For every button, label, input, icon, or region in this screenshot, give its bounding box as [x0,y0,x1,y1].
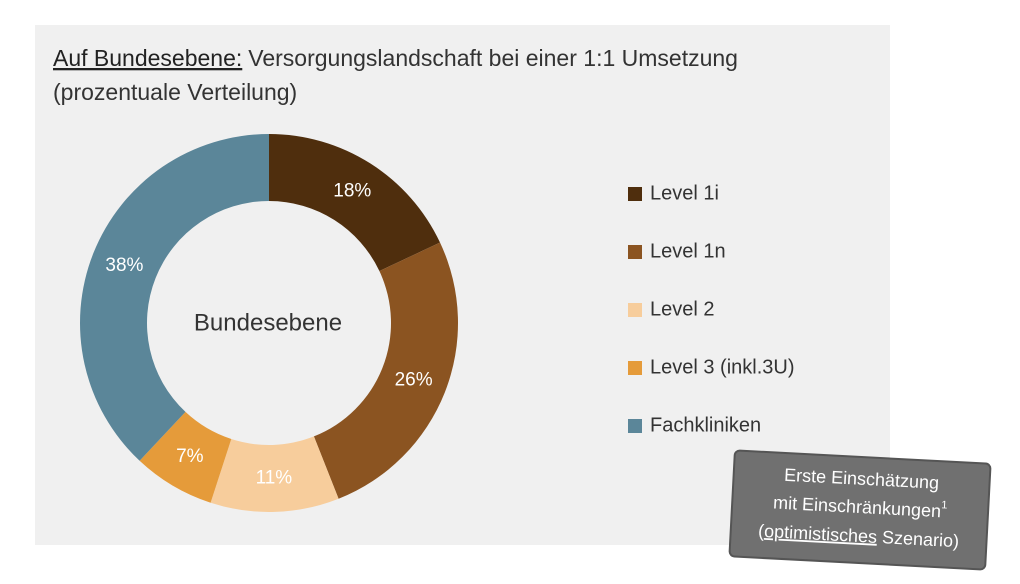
legend-label: Level 1i [650,182,719,204]
center-label: Bundesebene [194,309,342,336]
note-bg [728,449,992,571]
data-label: 7% [176,446,204,467]
note-box: Erste Einschätzung mit Einschränkungen1 … [728,449,992,571]
data-label: 26% [395,369,433,390]
data-label: 18% [333,181,371,202]
legend-swatch [628,245,642,259]
donut-segment [210,436,339,512]
data-label: 38% [105,255,143,276]
chart-title: Auf Bundesebene: Versorgungslandschaft be… [53,45,738,71]
legend-swatch [628,361,642,375]
title-main: Versorgungslandschaft bei einer 1:1 Umse… [248,45,738,71]
donut-segment [269,134,441,272]
note-footnote: 1 [941,499,948,511]
note-text: ( [758,520,765,540]
legend-label: Level 3 (inkl.3U) [650,356,795,378]
legend-label: Level 1n [650,240,726,262]
legend-swatch [628,187,642,201]
legend-swatch [628,419,642,433]
data-label: 11% [256,467,293,488]
donut-segment [79,134,269,461]
legend-label: Fachkliniken [650,414,761,436]
subtitle: (prozentuale Verteilung) [53,79,297,105]
legend-label: Level 2 [650,298,715,320]
note-text: Szenario) [877,527,960,551]
donut-segment [139,411,232,503]
donut-segment [313,242,458,499]
legend-swatch [628,303,642,317]
title-prefix: Auf Bundesebene: [53,45,242,71]
